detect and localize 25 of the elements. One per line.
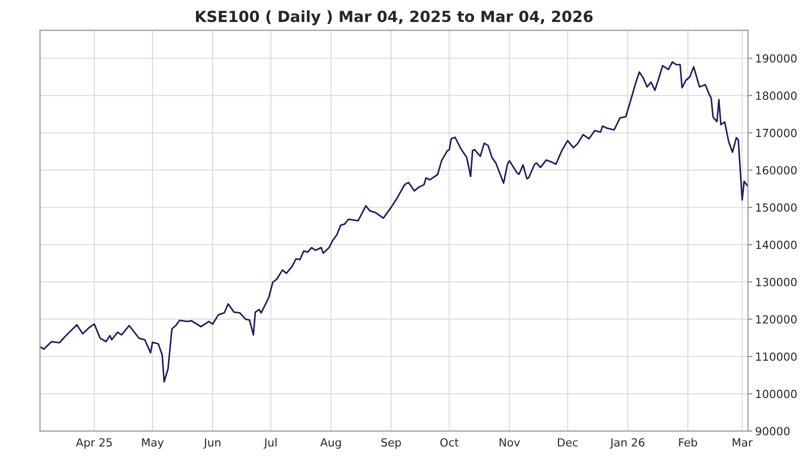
- x-tick-label: May: [142, 438, 164, 449]
- y-tick-label: 100000: [756, 390, 797, 398]
- y-tick-label: 120000: [756, 315, 797, 324]
- y-tick-label: 190000: [756, 54, 797, 63]
- y-tick-label: 180000: [756, 92, 797, 100]
- x-tick-label: Jun: [203, 438, 220, 449]
- y-tick-label: 140000: [756, 240, 797, 250]
- y-tick-label: 150000: [756, 203, 797, 212]
- x-tick-label: Jul: [264, 438, 276, 449]
- x-tick-label: Oct: [440, 438, 459, 447]
- y-tick-label: 90000: [756, 427, 790, 436]
- x-tick-label: Mar: [732, 438, 753, 447]
- y-tick-label: 130000: [756, 278, 797, 286]
- x-tick-label: Jan 26: [610, 438, 644, 449]
- x-tick-label: Dec: [558, 438, 578, 447]
- chart-title: KSE100 ( Daily ) Mar 04, 2025 to Mar 04, 2026: [196, 10, 593, 26]
- x-tick-label: Apr 25: [76, 438, 112, 449]
- x-tick-label: Feb: [679, 438, 698, 447]
- x-tick-label: Aug: [320, 438, 341, 449]
- x-tick-label: Nov: [500, 438, 520, 447]
- y-tick-label: 160000: [756, 166, 797, 174]
- y-tick-label: 110000: [756, 352, 797, 361]
- x-tick-label: Sep: [381, 438, 401, 449]
- line-series: [40, 61, 748, 383]
- y-tick-label: 170000: [756, 128, 797, 138]
